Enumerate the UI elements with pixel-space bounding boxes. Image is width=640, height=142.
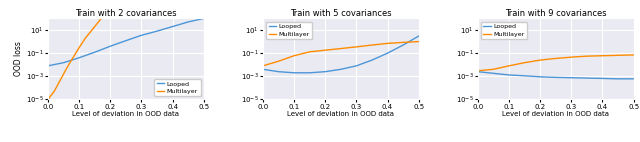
Multilayer bbox=[598, 55, 606, 57]
Looped bbox=[60, 62, 67, 63]
Multilayer bbox=[100, 14, 108, 16]
Looped bbox=[184, 21, 192, 23]
Multilayer bbox=[552, 58, 559, 59]
Multilayer bbox=[614, 55, 622, 56]
Multilayer bbox=[56, 79, 64, 81]
X-axis label: Level of deviation in OOD data: Level of deviation in OOD data bbox=[502, 111, 609, 117]
Title: Train with 5 covariances: Train with 5 covariances bbox=[290, 9, 392, 18]
Looped bbox=[122, 40, 130, 41]
Multilayer bbox=[275, 60, 282, 62]
Looped bbox=[568, 77, 575, 79]
Legend: Looped, Multilayer: Looped, Multilayer bbox=[154, 79, 200, 96]
Multilayer bbox=[630, 54, 637, 56]
Looped bbox=[306, 72, 314, 74]
Multilayer bbox=[321, 49, 329, 51]
Multilayer bbox=[399, 42, 407, 43]
Looped bbox=[106, 45, 114, 47]
Multilayer bbox=[384, 42, 392, 44]
Looped bbox=[630, 78, 637, 80]
Legend: Looped, Multilayer: Looped, Multilayer bbox=[266, 22, 312, 39]
Multilayer bbox=[536, 59, 544, 61]
Line: Multilayer: Multilayer bbox=[478, 55, 634, 71]
Looped bbox=[200, 18, 207, 19]
Looped bbox=[169, 26, 177, 27]
Multilayer bbox=[44, 99, 52, 100]
Looped bbox=[153, 30, 161, 32]
Looped bbox=[337, 68, 345, 70]
Looped bbox=[321, 71, 329, 73]
Multilayer bbox=[69, 57, 77, 59]
Multilayer bbox=[353, 46, 360, 48]
Multilayer bbox=[490, 68, 497, 70]
Line: Looped: Looped bbox=[263, 36, 419, 73]
Line: Looped: Looped bbox=[478, 72, 634, 79]
Multilayer bbox=[306, 51, 314, 53]
Multilayer bbox=[337, 48, 345, 49]
Looped bbox=[368, 59, 376, 61]
Multilayer bbox=[259, 65, 267, 67]
Looped bbox=[536, 76, 544, 78]
Multilayer bbox=[368, 44, 376, 46]
X-axis label: Level of deviation in OOD data: Level of deviation in OOD data bbox=[72, 111, 179, 117]
Looped bbox=[505, 74, 513, 76]
Looped bbox=[91, 51, 99, 53]
Looped bbox=[415, 35, 422, 37]
X-axis label: Level of deviation in OOD data: Level of deviation in OOD data bbox=[287, 111, 394, 117]
Looped bbox=[138, 35, 145, 36]
Looped bbox=[598, 78, 606, 79]
Title: Train with 9 covariances: Train with 9 covariances bbox=[505, 9, 607, 18]
Line: Multilayer: Multilayer bbox=[48, 0, 126, 99]
Legend: Looped, Multilayer: Looped, Multilayer bbox=[481, 22, 527, 39]
Looped bbox=[521, 75, 529, 77]
Multilayer bbox=[51, 90, 58, 92]
Multilayer bbox=[76, 47, 83, 48]
Multilayer bbox=[415, 41, 422, 42]
Looped bbox=[583, 77, 591, 79]
Line: Multilayer: Multilayer bbox=[263, 42, 419, 66]
Looped bbox=[353, 65, 360, 67]
Looped bbox=[614, 78, 622, 80]
Multilayer bbox=[290, 55, 298, 57]
Line: Looped: Looped bbox=[48, 18, 204, 66]
Looped bbox=[399, 44, 407, 46]
Multilayer bbox=[583, 55, 591, 57]
Multilayer bbox=[91, 26, 99, 27]
Multilayer bbox=[106, 6, 114, 8]
Y-axis label: OOD loss: OOD loss bbox=[14, 41, 23, 76]
Looped bbox=[259, 68, 267, 70]
Multilayer bbox=[568, 56, 575, 58]
Looped bbox=[290, 72, 298, 74]
Multilayer bbox=[63, 67, 70, 69]
Multilayer bbox=[521, 62, 529, 63]
Looped bbox=[490, 72, 497, 74]
Looped bbox=[76, 57, 83, 59]
Multilayer bbox=[81, 37, 89, 39]
Looped bbox=[474, 71, 482, 73]
Looped bbox=[552, 77, 559, 78]
Looped bbox=[44, 65, 52, 67]
Looped bbox=[384, 52, 392, 54]
Looped bbox=[275, 71, 282, 73]
Multilayer bbox=[505, 65, 513, 67]
Multilayer bbox=[474, 70, 482, 72]
Title: Train with 2 covariances: Train with 2 covariances bbox=[75, 9, 177, 18]
